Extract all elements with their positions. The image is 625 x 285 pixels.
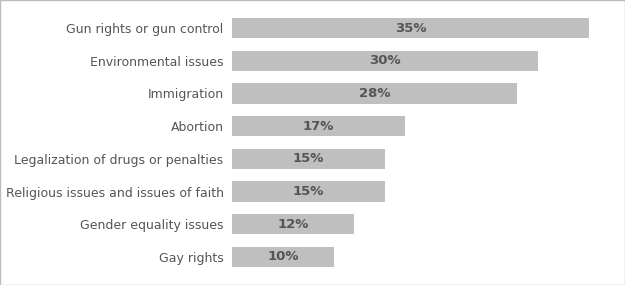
Text: 28%: 28% (359, 87, 391, 100)
Bar (232, 214, 354, 234)
Bar (232, 116, 405, 136)
Text: 10%: 10% (267, 250, 299, 263)
Text: 35%: 35% (394, 22, 426, 35)
Text: 17%: 17% (303, 120, 334, 133)
Bar (232, 18, 589, 38)
Text: 12%: 12% (278, 218, 309, 231)
Text: 15%: 15% (292, 152, 324, 165)
Bar (232, 149, 385, 169)
Bar (232, 181, 385, 202)
Bar (232, 247, 334, 267)
Text: 15%: 15% (292, 185, 324, 198)
Bar (232, 51, 538, 71)
Bar (232, 83, 518, 104)
Text: 30%: 30% (369, 54, 401, 67)
